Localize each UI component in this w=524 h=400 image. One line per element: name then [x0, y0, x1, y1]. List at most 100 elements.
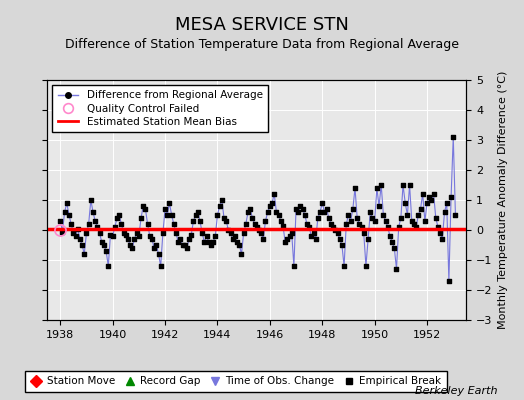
Point — [148, 236, 156, 242]
Legend: Station Move, Record Gap, Time of Obs. Change, Empirical Break: Station Move, Record Gap, Time of Obs. C… — [25, 371, 447, 392]
Point — [211, 233, 220, 239]
Point — [357, 224, 366, 230]
Point — [417, 206, 425, 212]
Point — [264, 209, 272, 215]
Point — [139, 203, 147, 209]
Point — [344, 212, 353, 218]
Point — [176, 236, 184, 242]
Point — [213, 212, 222, 218]
Point — [63, 200, 71, 206]
Point — [78, 242, 86, 248]
Point — [126, 242, 134, 248]
Point — [442, 200, 451, 206]
Point — [423, 200, 431, 206]
Point — [76, 236, 84, 242]
Text: Berkeley Earth: Berkeley Earth — [416, 386, 498, 396]
Point — [111, 224, 119, 230]
Point — [122, 231, 130, 238]
Point — [56, 218, 64, 224]
Point — [294, 209, 302, 215]
Point — [226, 230, 235, 236]
Point — [144, 221, 152, 227]
Point — [322, 206, 331, 212]
Point — [414, 212, 422, 218]
Point — [189, 218, 198, 224]
Point — [390, 245, 399, 251]
Y-axis label: Monthly Temperature Anomaly Difference (°C): Monthly Temperature Anomaly Difference (… — [498, 71, 508, 329]
Point — [224, 227, 233, 233]
Point — [86, 197, 95, 203]
Point — [331, 227, 340, 233]
Point — [172, 230, 180, 236]
Point — [421, 218, 429, 224]
Point — [253, 224, 261, 230]
Point — [309, 230, 318, 236]
Point — [279, 222, 287, 229]
Point — [397, 215, 405, 221]
Point — [290, 263, 298, 269]
Point — [65, 212, 73, 218]
Point — [124, 236, 132, 242]
Point — [325, 215, 333, 221]
Point — [386, 233, 394, 239]
Point — [180, 242, 189, 248]
Point — [155, 251, 163, 257]
Point — [445, 278, 453, 284]
Point — [311, 236, 320, 242]
Point — [108, 233, 117, 239]
Point — [425, 194, 433, 200]
Point — [281, 239, 289, 245]
Point — [91, 218, 100, 224]
Point — [233, 239, 242, 245]
Point — [388, 239, 396, 245]
Point — [185, 236, 193, 242]
Point — [299, 206, 307, 212]
Point — [209, 239, 217, 245]
Point — [379, 212, 388, 218]
Point — [89, 209, 97, 215]
Point — [346, 218, 355, 224]
Point — [432, 215, 440, 221]
Point — [100, 242, 108, 248]
Point — [239, 230, 248, 236]
Point — [84, 221, 93, 227]
Point — [150, 245, 158, 251]
Point — [296, 203, 304, 209]
Point — [183, 245, 191, 251]
Point — [434, 224, 442, 230]
Point — [314, 215, 322, 221]
Point — [375, 203, 383, 209]
Point — [58, 228, 67, 235]
Point — [348, 206, 357, 212]
Point — [440, 209, 449, 215]
Point — [447, 194, 455, 200]
Point — [165, 200, 173, 206]
Point — [231, 233, 239, 239]
Point — [368, 215, 377, 221]
Point — [399, 182, 407, 188]
Point — [318, 200, 326, 206]
Point — [104, 263, 113, 269]
Point — [97, 239, 106, 245]
Point — [406, 182, 414, 188]
Point — [163, 212, 171, 218]
Point — [146, 233, 154, 239]
Point — [340, 263, 348, 269]
Point — [377, 182, 385, 188]
Point — [283, 236, 291, 242]
Point — [366, 209, 375, 215]
Point — [353, 215, 362, 221]
Point — [288, 230, 296, 236]
Point — [286, 233, 294, 239]
Point — [198, 230, 206, 236]
Point — [305, 224, 313, 230]
Point — [412, 224, 420, 230]
Point — [261, 218, 270, 224]
Point — [202, 233, 211, 239]
Point — [255, 227, 263, 233]
Point — [115, 212, 123, 218]
Point — [93, 224, 102, 230]
Point — [82, 230, 91, 236]
Point — [359, 230, 368, 236]
Point — [200, 239, 209, 245]
